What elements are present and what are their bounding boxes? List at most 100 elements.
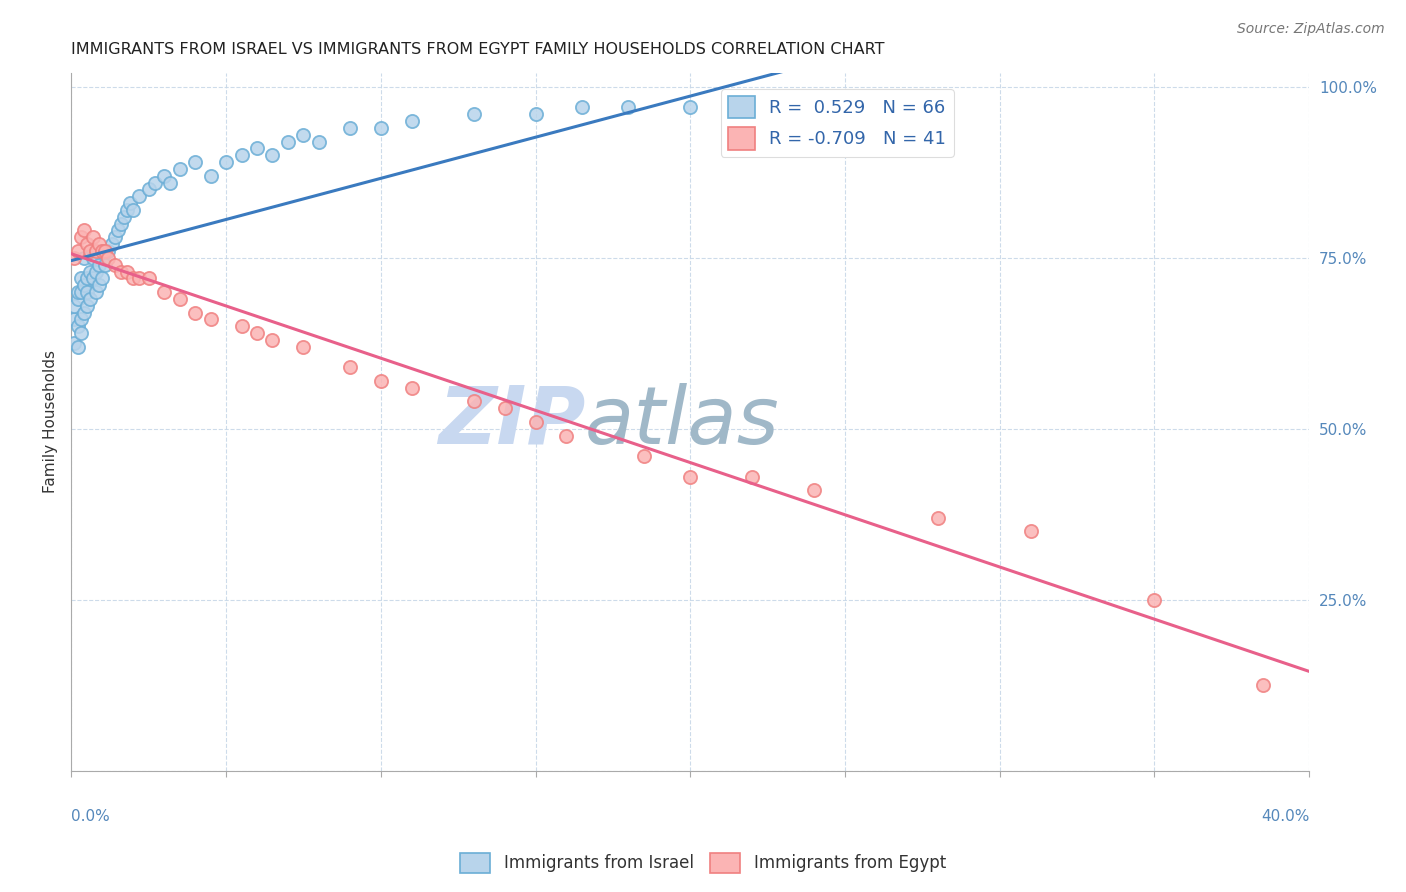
- Point: [79, 244, 101, 258]
- Point: [66, 244, 89, 258]
- Point: [138, 271, 160, 285]
- Point: [463, 394, 485, 409]
- Point: [122, 271, 145, 285]
- Point: [73, 223, 96, 237]
- Point: [73, 278, 96, 293]
- Legend: R =  0.529   N = 66, R = -0.709   N = 41: R = 0.529 N = 66, R = -0.709 N = 41: [721, 89, 953, 157]
- Point: [262, 333, 284, 347]
- Point: [69, 326, 91, 340]
- Point: [66, 292, 89, 306]
- Point: [69, 230, 91, 244]
- Point: [803, 483, 825, 498]
- Point: [128, 189, 150, 203]
- Point: [246, 326, 269, 340]
- Point: [200, 169, 222, 183]
- Point: [76, 285, 98, 299]
- Point: [69, 312, 91, 326]
- Point: [401, 381, 423, 395]
- Point: [524, 107, 547, 121]
- Point: [94, 258, 117, 272]
- Text: ZIP: ZIP: [437, 383, 585, 461]
- Point: [112, 210, 135, 224]
- Point: [339, 360, 361, 375]
- Point: [808, 97, 831, 112]
- Point: [725, 97, 748, 112]
- Point: [66, 285, 89, 299]
- Point: [82, 230, 104, 244]
- Point: [97, 251, 120, 265]
- Point: [138, 182, 160, 196]
- Point: [91, 244, 114, 258]
- Point: [524, 415, 547, 429]
- Point: [89, 237, 111, 252]
- Point: [927, 510, 949, 524]
- Point: [128, 271, 150, 285]
- Point: [73, 305, 96, 319]
- Legend: Immigrants from Israel, Immigrants from Egypt: Immigrants from Israel, Immigrants from …: [454, 847, 952, 880]
- Text: 0.0%: 0.0%: [72, 809, 110, 824]
- Point: [772, 97, 794, 112]
- Point: [79, 264, 101, 278]
- Point: [231, 148, 253, 162]
- Point: [494, 401, 516, 416]
- Point: [110, 217, 132, 231]
- Point: [122, 202, 145, 217]
- Point: [215, 155, 238, 169]
- Point: [84, 285, 107, 299]
- Point: [104, 258, 127, 272]
- Point: [94, 244, 117, 258]
- Point: [91, 271, 114, 285]
- Point: [76, 237, 98, 252]
- Point: [91, 244, 114, 258]
- Point: [1019, 524, 1042, 539]
- Point: [69, 271, 91, 285]
- Point: [63, 299, 86, 313]
- Point: [1251, 678, 1274, 692]
- Point: [153, 169, 176, 183]
- Y-axis label: Family Households: Family Households: [44, 351, 58, 493]
- Text: IMMIGRANTS FROM ISRAEL VS IMMIGRANTS FROM EGYPT FAMILY HOUSEHOLDS CORRELATION CH: IMMIGRANTS FROM ISRAEL VS IMMIGRANTS FRO…: [72, 42, 884, 57]
- Text: atlas: atlas: [585, 383, 780, 461]
- Point: [292, 340, 315, 354]
- Point: [79, 292, 101, 306]
- Point: [633, 449, 655, 463]
- Point: [679, 469, 702, 483]
- Point: [97, 244, 120, 258]
- Point: [153, 285, 176, 299]
- Point: [292, 128, 315, 142]
- Point: [143, 176, 166, 190]
- Point: [865, 94, 887, 108]
- Point: [73, 251, 96, 265]
- Point: [107, 223, 129, 237]
- Point: [82, 251, 104, 265]
- Point: [262, 148, 284, 162]
- Point: [617, 100, 640, 114]
- Point: [159, 176, 181, 190]
- Point: [896, 94, 918, 108]
- Point: [120, 196, 142, 211]
- Point: [89, 278, 111, 293]
- Point: [555, 428, 578, 442]
- Point: [200, 312, 222, 326]
- Point: [308, 135, 330, 149]
- Text: 40.0%: 40.0%: [1261, 809, 1309, 824]
- Text: Source: ZipAtlas.com: Source: ZipAtlas.com: [1237, 22, 1385, 37]
- Point: [69, 285, 91, 299]
- Point: [849, 97, 872, 112]
- Point: [115, 202, 138, 217]
- Point: [63, 336, 86, 351]
- Point: [401, 114, 423, 128]
- Point: [169, 161, 191, 176]
- Point: [104, 230, 127, 244]
- Point: [76, 299, 98, 313]
- Point: [169, 292, 191, 306]
- Point: [339, 120, 361, 135]
- Point: [84, 244, 107, 258]
- Point: [246, 141, 269, 155]
- Point: [76, 271, 98, 285]
- Point: [184, 305, 207, 319]
- Point: [84, 264, 107, 278]
- Point: [66, 319, 89, 334]
- Point: [463, 107, 485, 121]
- Point: [66, 340, 89, 354]
